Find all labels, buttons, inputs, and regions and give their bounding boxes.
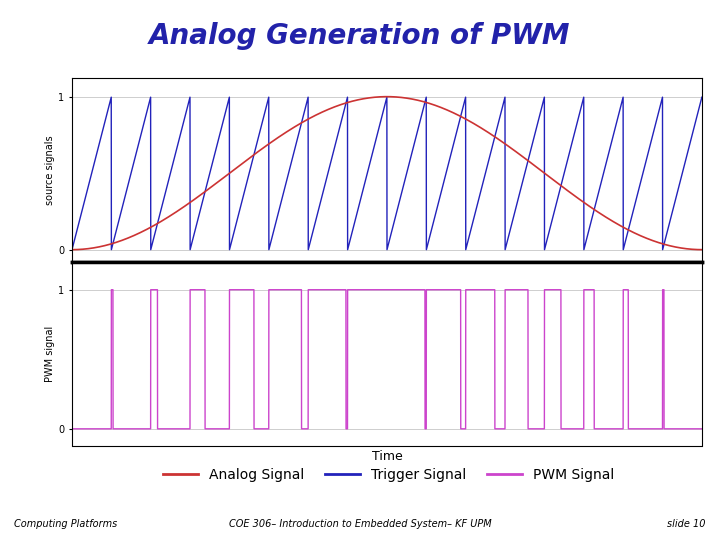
Text: slide 10: slide 10	[667, 519, 706, 529]
Text: COE 306– Introduction to Embedded System– KF UPM: COE 306– Introduction to Embedded System…	[229, 519, 491, 529]
Legend: Analog Signal, Trigger Signal, PWM Signal: Analog Signal, Trigger Signal, PWM Signa…	[158, 462, 620, 487]
Text: Analog Generation of PWM: Analog Generation of PWM	[149, 23, 571, 50]
Text: Computing Platforms: Computing Platforms	[14, 519, 117, 529]
X-axis label: Time: Time	[372, 450, 402, 463]
Y-axis label: source signals: source signals	[45, 136, 55, 205]
Y-axis label: PWM signal: PWM signal	[45, 326, 55, 382]
